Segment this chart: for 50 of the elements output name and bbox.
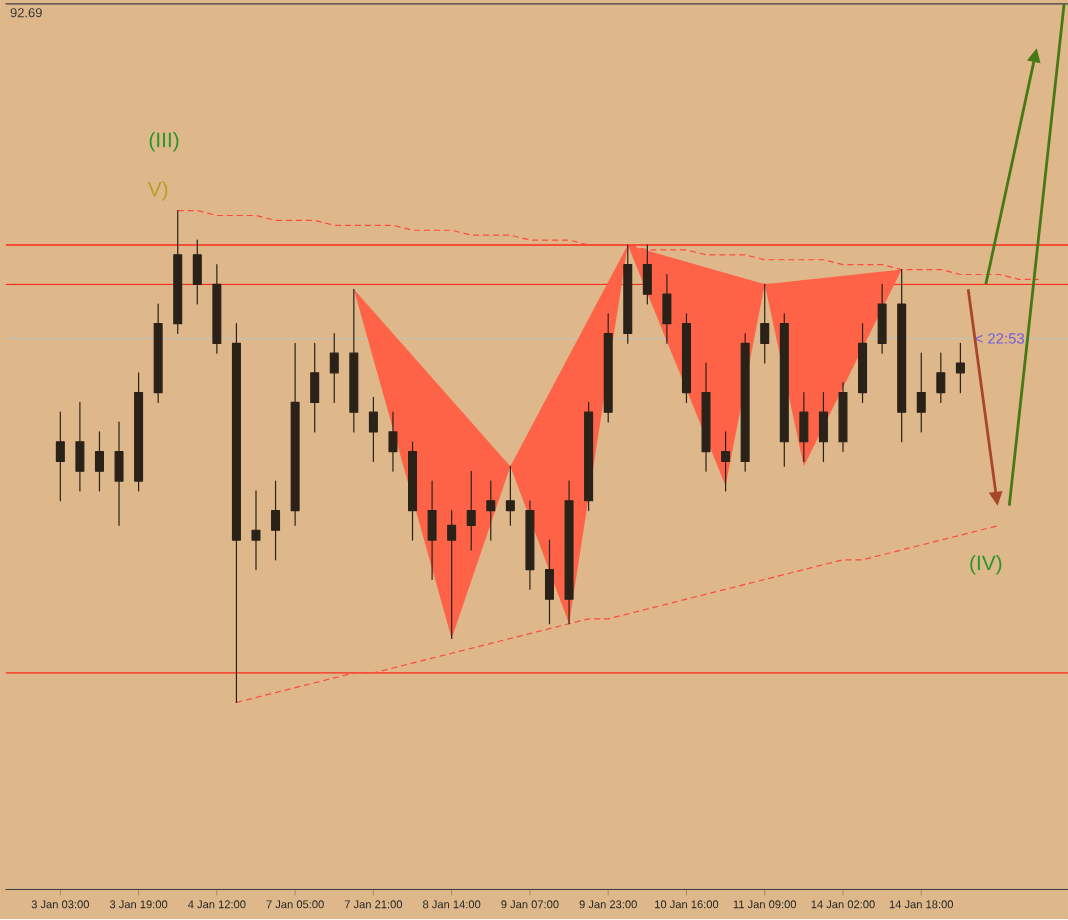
candlestick [408,441,418,542]
candlestick [447,510,457,640]
candlestick [858,323,868,404]
candlestick [623,244,633,345]
candlestick [368,397,378,463]
candlestick [388,412,398,473]
candlestick [681,313,691,404]
annotation: (IV) [970,555,1002,575]
candlestick [897,269,907,443]
candlestick [760,284,770,365]
candlestick [290,343,300,527]
candlestick [329,333,339,404]
candlestick [779,313,789,468]
candlestick [251,490,261,571]
candlestick [505,466,515,527]
candlestick [721,431,731,492]
candlestick [466,471,476,551]
candlestick [564,480,574,625]
candlestick [153,303,163,404]
candlestick [427,480,437,581]
candlestick [877,284,887,355]
text: V) [147,181,168,202]
candlestick [114,421,124,527]
candlestick [231,323,241,704]
candlestick [544,539,554,625]
candlestick [94,431,104,492]
candlestick [310,343,320,433]
candlestick [212,264,222,355]
candlestick [936,353,946,404]
text: (III) [149,132,179,152]
candlestick [486,480,496,542]
candlestick [584,402,594,512]
candlestick [134,372,144,492]
candlestick [75,402,85,492]
candlestick [838,382,848,453]
candlestick [740,333,750,473]
candlestick [349,289,359,433]
candlestick [701,362,711,473]
candlestick [173,210,183,335]
candlestick [799,392,809,463]
candlestick [271,480,281,561]
candlestick [662,274,672,345]
candlestick [525,500,535,591]
candlestick [55,412,65,502]
candlestick [955,343,965,394]
candlestick [818,392,828,463]
candlestick [192,239,202,306]
candlestick [916,353,926,433]
candlestick [603,313,613,424]
candlestick [642,244,652,306]
